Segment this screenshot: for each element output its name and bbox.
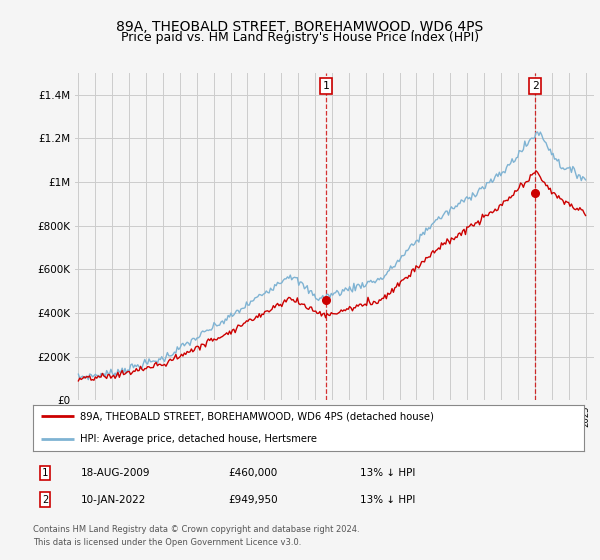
Text: 13% ↓ HPI: 13% ↓ HPI <box>360 494 415 505</box>
Text: 2: 2 <box>532 81 539 91</box>
Text: 89A, THEOBALD STREET, BOREHAMWOOD, WD6 4PS (detached house): 89A, THEOBALD STREET, BOREHAMWOOD, WD6 4… <box>80 412 434 421</box>
Text: 13% ↓ HPI: 13% ↓ HPI <box>360 468 415 478</box>
Text: 18-AUG-2009: 18-AUG-2009 <box>81 468 151 478</box>
Text: 2: 2 <box>42 494 48 505</box>
Text: £460,000: £460,000 <box>228 468 277 478</box>
Text: This data is licensed under the Open Government Licence v3.0.: This data is licensed under the Open Gov… <box>33 538 301 547</box>
Text: Price paid vs. HM Land Registry's House Price Index (HPI): Price paid vs. HM Land Registry's House … <box>121 31 479 44</box>
Text: 10-JAN-2022: 10-JAN-2022 <box>81 494 146 505</box>
Text: 89A, THEOBALD STREET, BOREHAMWOOD, WD6 4PS: 89A, THEOBALD STREET, BOREHAMWOOD, WD6 4… <box>116 20 484 34</box>
Text: HPI: Average price, detached house, Hertsmere: HPI: Average price, detached house, Hert… <box>80 435 317 444</box>
Text: 1: 1 <box>322 81 329 91</box>
Text: £949,950: £949,950 <box>228 494 278 505</box>
Text: 1: 1 <box>42 468 48 478</box>
Text: Contains HM Land Registry data © Crown copyright and database right 2024.: Contains HM Land Registry data © Crown c… <box>33 525 359 534</box>
